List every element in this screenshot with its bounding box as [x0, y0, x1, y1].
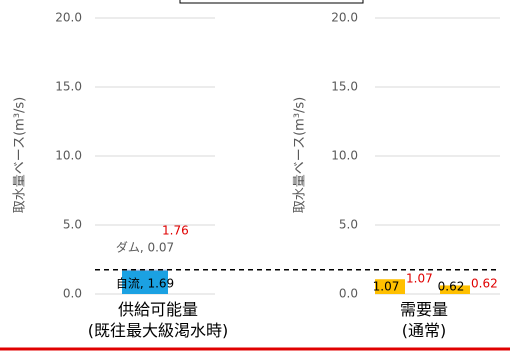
annotation-label: 0.62 [471, 277, 498, 291]
y-tick-label: 15.0 [55, 80, 82, 94]
y-axis-label: 取水量ベース(m³/s) [293, 97, 308, 214]
y-tick-label: 5.0 [63, 218, 82, 232]
data-label: 自流, 1.69 [116, 277, 174, 291]
annotation-label: 1.07 [406, 272, 433, 286]
y-tick-label: 0.0 [339, 287, 358, 301]
category-label: 需要量 (通常) [399, 300, 449, 340]
bar [440, 285, 470, 294]
y-tick-label: 15.0 [331, 80, 358, 94]
bar-segment [122, 270, 168, 294]
y-tick-label: 20.0 [331, 11, 358, 25]
data-label: ダム, 0.07 [116, 240, 174, 255]
y-tick-label: 20.0 [55, 11, 82, 25]
y-tick-label: 0.0 [63, 287, 82, 301]
bar [375, 279, 405, 294]
total-label: 1.76 [162, 224, 189, 238]
y-tick-label: 5.0 [339, 218, 358, 232]
frame-edge [179, 0, 364, 4]
data-label: 1.07 [373, 280, 400, 294]
y-axis-label: 取水量ベース(m³/s) [13, 97, 28, 214]
category-label: 供給可能量 (既往最大級渇水時) [87, 300, 229, 340]
y-tick-label: 10.0 [331, 149, 358, 163]
y-tick-label: 10.0 [55, 149, 82, 163]
data-label: 0.62 [438, 280, 465, 294]
